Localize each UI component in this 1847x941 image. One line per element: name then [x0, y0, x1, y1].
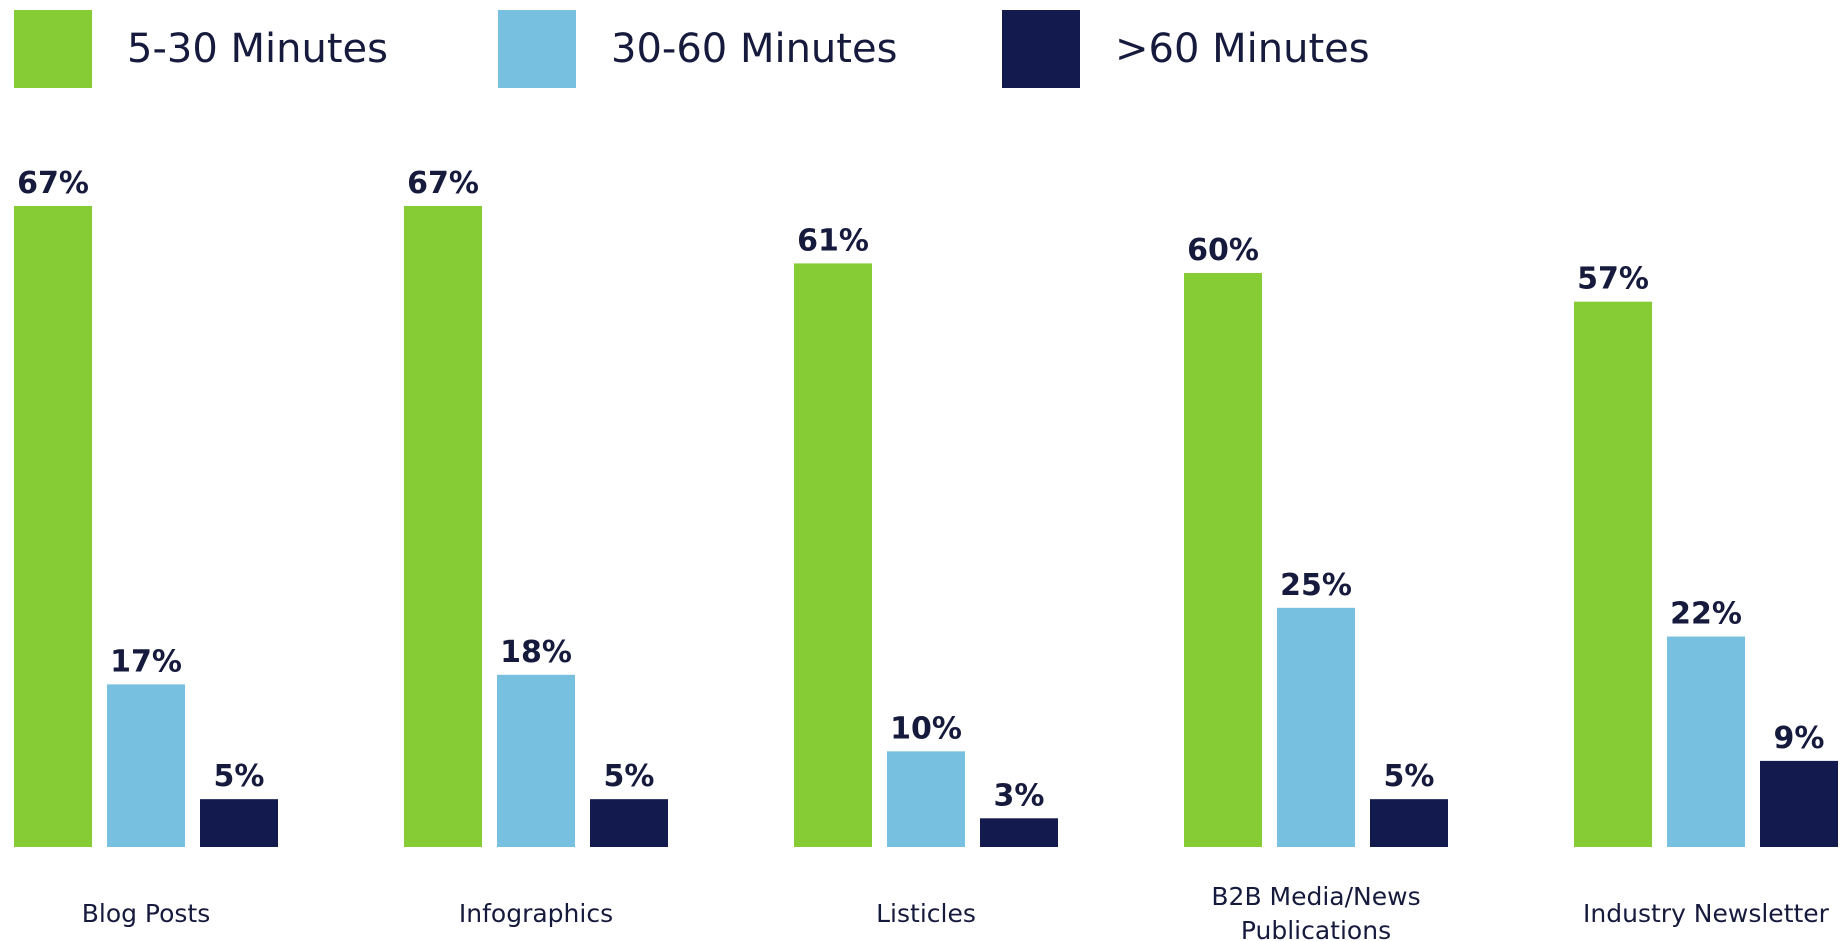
- category-label-industry-newsletter: Industry Newsletter: [1583, 899, 1830, 928]
- value-label-industry-newsletter-30-60-minutes: 22%: [1670, 597, 1742, 632]
- bar-listicles-5-30-minutes: [794, 263, 872, 848]
- value-label-infographics-30-60-minutes: 18%: [500, 635, 572, 670]
- value-label-industry-newsletter-5-30-minutes: 57%: [1577, 262, 1649, 297]
- category-label-infographics: Infographics: [459, 899, 613, 928]
- bar-infographics-30-60-minutes: [497, 674, 575, 847]
- category-label-b2b-media-news-publications: B2B Media/News Publications: [1211, 882, 1420, 941]
- bar-blog-posts-30-60-minutes: [107, 684, 185, 847]
- value-label-b2b-media-news-publications-30-60-minutes: 25%: [1280, 568, 1352, 603]
- value-label-infographics-60-minutes: 5%: [604, 759, 655, 794]
- category-label-blog-posts: Blog Posts: [82, 899, 211, 928]
- legend-swatch-over-60-minutes: [1002, 10, 1080, 88]
- chart-legend: 5-30 Minutes 30-60 Minutes >60 Minutes: [0, 0, 1847, 100]
- bar-infographics-60-minutes: [590, 799, 668, 847]
- value-label-b2b-media-news-publications-5-30-minutes: 60%: [1187, 233, 1259, 268]
- category-label-listicles: Listicles: [876, 899, 976, 928]
- value-label-blog-posts-60-minutes: 5%: [214, 759, 265, 794]
- value-label-listicles-60-minutes: 3%: [994, 778, 1045, 813]
- bar-industry-newsletter-60-minutes: [1760, 760, 1838, 847]
- bar-b2b-media-news-publications-60-minutes: [1370, 799, 1448, 847]
- bar-blog-posts-5-30-minutes: [14, 206, 92, 847]
- bar-listicles-30-60-minutes: [887, 751, 965, 847]
- bar-industry-newsletter-30-60-minutes: [1667, 636, 1745, 847]
- bar-b2b-media-news-publications-30-60-minutes: [1277, 607, 1355, 847]
- legend-label-over-60-minutes: >60 Minutes: [1115, 26, 1370, 72]
- value-label-b2b-media-news-publications-60-minutes: 5%: [1384, 759, 1435, 794]
- legend-label-30-60-minutes: 30-60 Minutes: [611, 26, 898, 72]
- bar-listicles-60-minutes: [980, 818, 1058, 847]
- value-label-blog-posts-5-30-minutes: 67%: [17, 166, 89, 201]
- legend-swatch-30-60-minutes: [498, 10, 576, 88]
- value-label-listicles-5-30-minutes: 61%: [797, 223, 869, 258]
- bar-b2b-media-news-publications-5-30-minutes: [1184, 272, 1262, 847]
- legend-label-5-30-minutes: 5-30 Minutes: [127, 26, 388, 72]
- value-label-listicles-30-60-minutes: 10%: [890, 711, 962, 746]
- bar-infographics-5-30-minutes: [404, 206, 482, 847]
- bar-industry-newsletter-5-30-minutes: [1574, 301, 1652, 847]
- value-label-blog-posts-30-60-minutes: 17%: [110, 644, 182, 679]
- bar-blog-posts-60-minutes: [200, 799, 278, 847]
- value-label-infographics-5-30-minutes: 67%: [407, 166, 479, 201]
- value-label-industry-newsletter-60-minutes: 9%: [1774, 721, 1825, 756]
- legend-swatch-5-30-minutes: [14, 10, 92, 88]
